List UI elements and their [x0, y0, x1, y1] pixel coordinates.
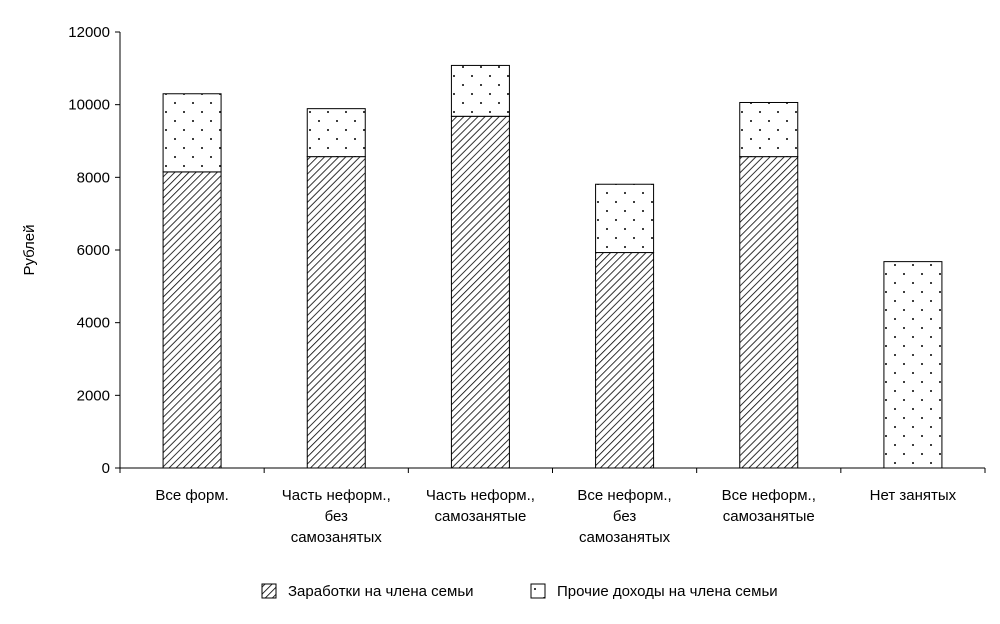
bar-segment: [450, 64, 510, 117]
plot-area: 0 2000 4000 6000 8000 10000 12000 Рублей Все фор…: [21, 24, 986, 546]
legend-label: Прочие доходы на члена семьи: [557, 583, 778, 600]
x-tick-label: самозанятых: [579, 529, 671, 546]
x-tick-label: самозанятые: [434, 508, 526, 525]
bar-segment: [739, 101, 799, 158]
legend-swatch: [530, 583, 546, 599]
x-tick-label: Нет занятых: [870, 487, 957, 504]
bar-segment: [306, 108, 366, 158]
x-tick-label: Все неформ.,: [722, 487, 816, 504]
x-tick-label: без: [613, 508, 636, 525]
bar-segment: [739, 156, 799, 469]
bar-segment: [162, 171, 222, 469]
legend: Заработки на члена семьи Прочие доходы на…: [261, 583, 778, 600]
x-tick-label: Часть неформ.,: [426, 487, 535, 504]
y-tick-label: 10000: [68, 97, 110, 114]
y-tick-label: 6000: [77, 242, 110, 259]
bar-segment: [450, 115, 510, 469]
bar-segment: [162, 93, 222, 173]
x-tick-label: Все неформ.,: [577, 487, 671, 504]
y-tick-label: 4000: [77, 315, 110, 332]
legend-swatch: [261, 583, 277, 599]
bar-segment: [595, 183, 655, 254]
bar-segment: [595, 252, 655, 469]
bar-segment: [883, 261, 943, 469]
x-tick-label: самозанятые: [723, 508, 815, 525]
y-axis-title: Рублей: [21, 224, 38, 275]
y-tick-label: 2000: [77, 387, 110, 404]
x-tick-label: без: [325, 508, 348, 525]
x-tick-label: самозанятых: [291, 529, 383, 546]
x-tick-label: Все форм.: [155, 487, 229, 504]
x-tick-label: Часть неформ.,: [282, 487, 391, 504]
y-tick-label: 8000: [77, 169, 110, 186]
bar-segment: [306, 156, 366, 469]
y-tick-label: 0: [102, 460, 110, 477]
legend-label: Заработки на члена семьи: [288, 583, 474, 600]
y-tick-label: 12000: [68, 24, 110, 41]
